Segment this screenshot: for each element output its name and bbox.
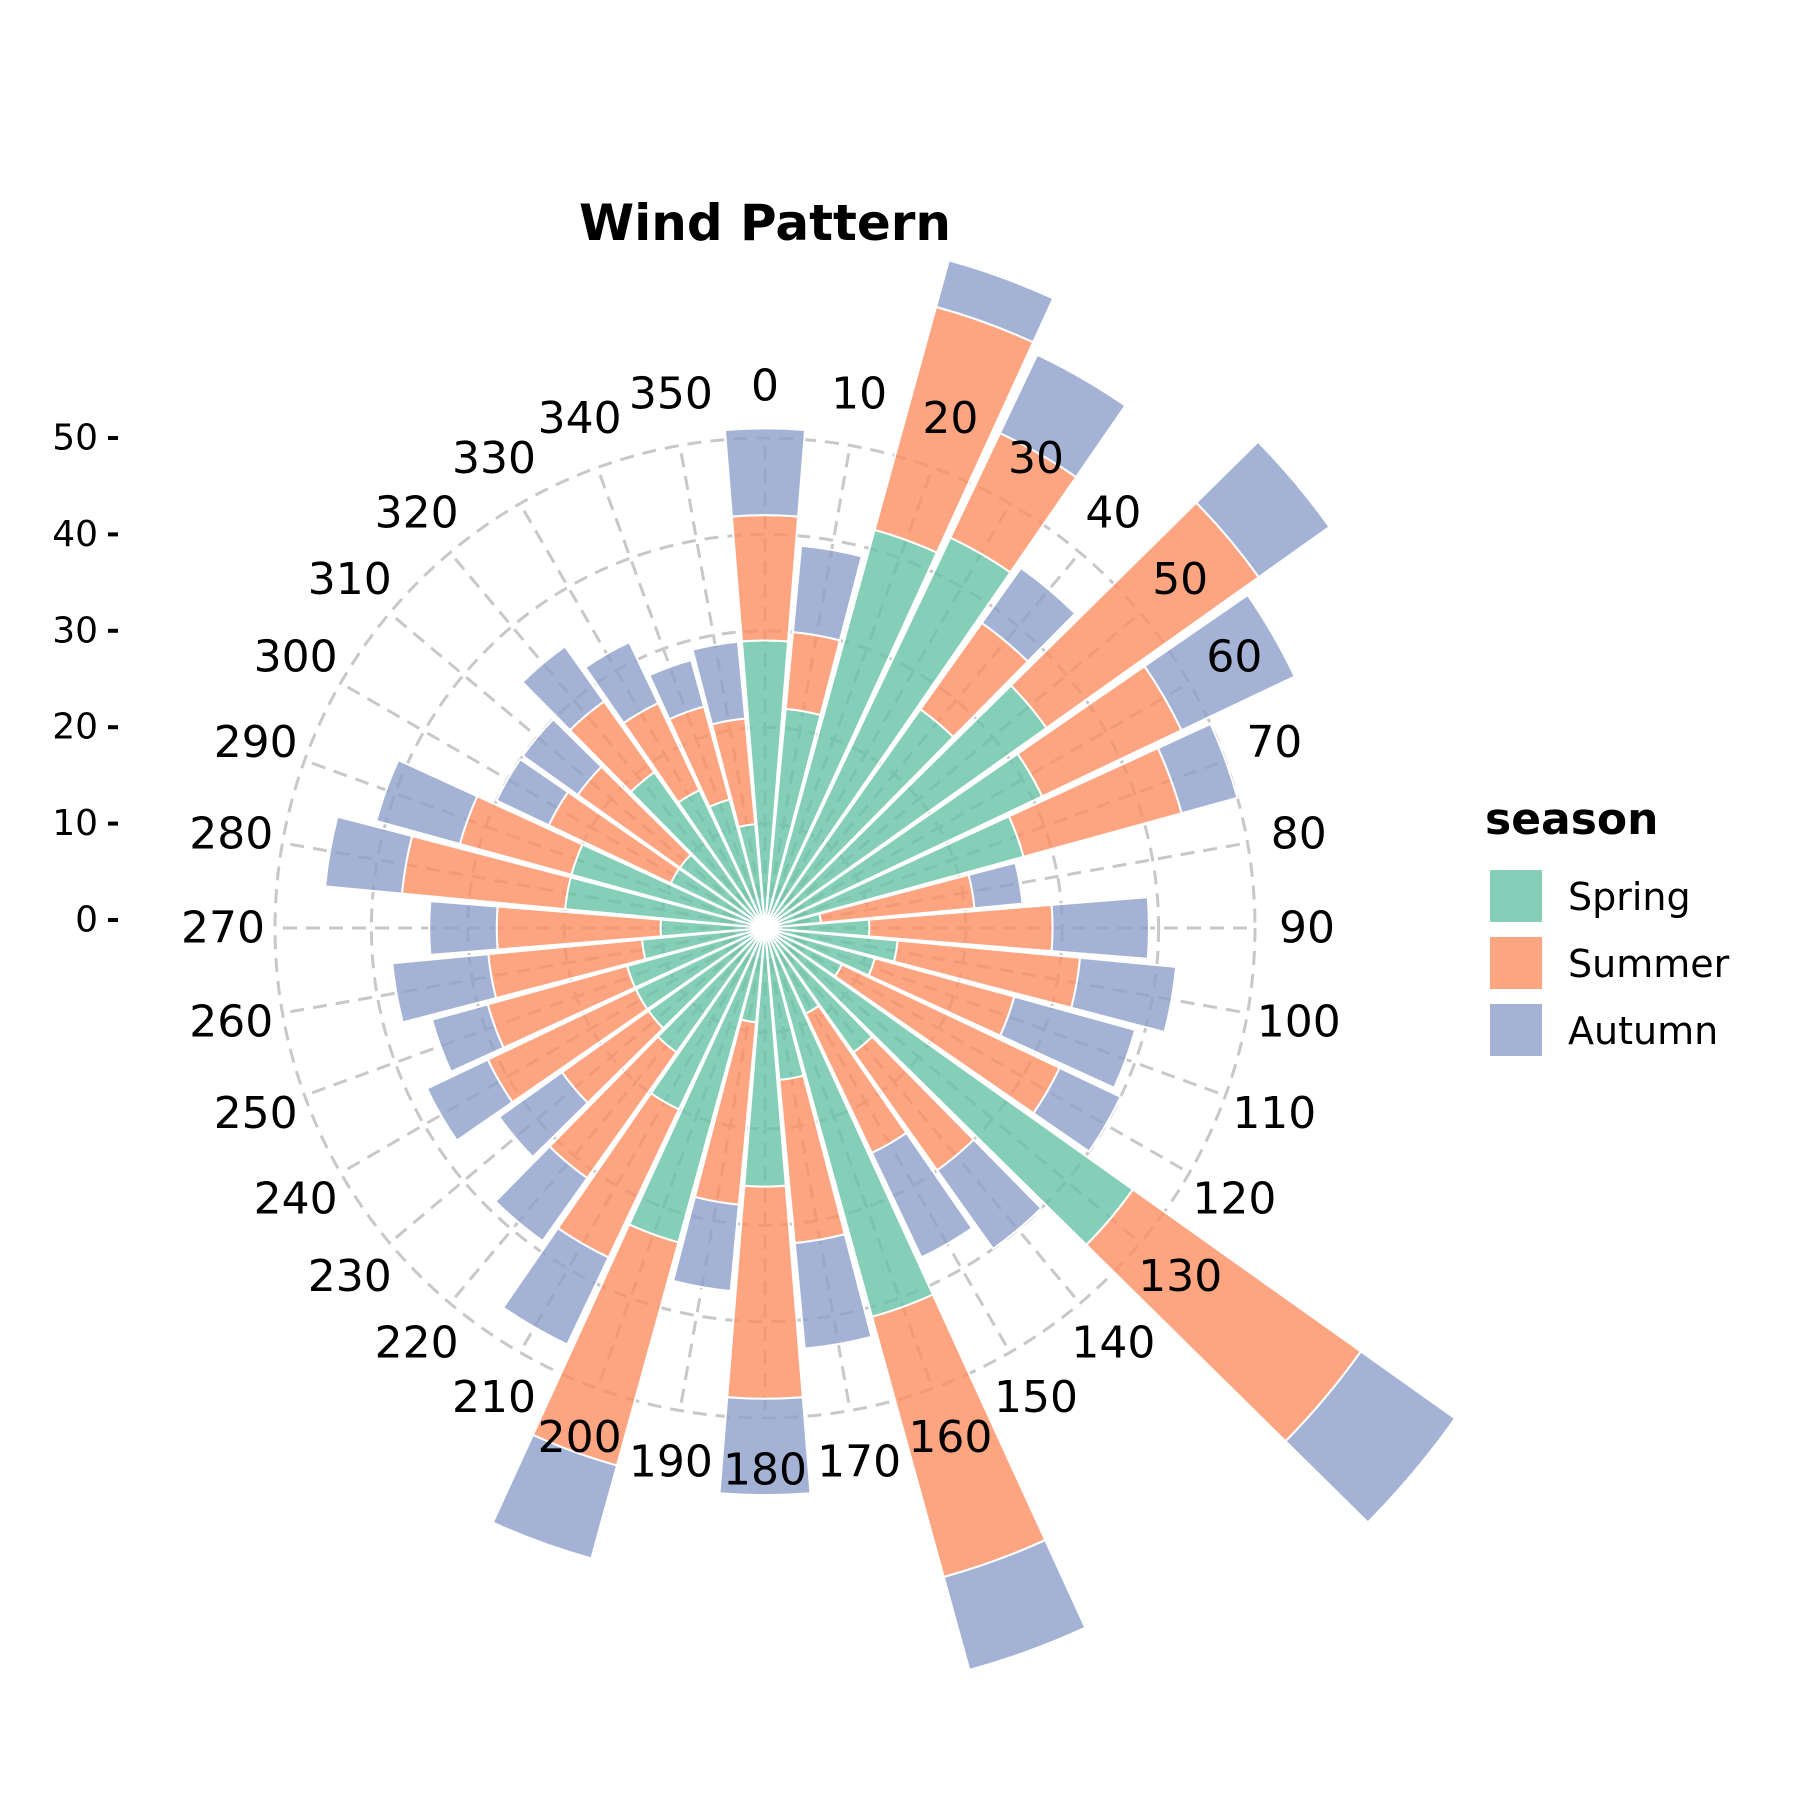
bar-autumn-190	[671, 1195, 740, 1293]
legend-swatch-autumn	[1490, 1004, 1542, 1056]
bar-autumn-310	[521, 717, 603, 797]
bar-autumn-350	[691, 640, 747, 726]
bar-autumn-110	[998, 995, 1137, 1090]
grid-circle	[369, 532, 1161, 1324]
direction-tick-label: 90	[1279, 903, 1335, 954]
bar-autumn-340	[647, 658, 706, 721]
radial-tick-label: 40	[52, 514, 98, 555]
bar-autumn-170	[793, 1233, 873, 1350]
bar-autumn-60	[1143, 593, 1297, 732]
direction-tick-label: 20	[922, 393, 978, 444]
direction-tick-label: 330	[452, 433, 536, 484]
radial-tick-label: 50	[52, 418, 98, 459]
direction-tick-label: 240	[254, 1174, 338, 1225]
bar-autumn-10	[791, 544, 864, 642]
bar-autumn-0	[723, 427, 807, 518]
direction-tick-label: 290	[214, 717, 298, 768]
direction-tick-label: 160	[908, 1412, 992, 1463]
bar-autumn-120	[1032, 1066, 1122, 1153]
bar-autumn-50	[1194, 440, 1331, 579]
direction-tick-label: 340	[538, 393, 622, 444]
direction-tick-label: 0	[751, 361, 779, 412]
radial-tick-label: 30	[52, 610, 98, 651]
direction-tick-label: 180	[723, 1445, 807, 1496]
bar-autumn-240	[425, 1058, 514, 1142]
bar-autumn-140	[935, 1138, 1043, 1251]
direction-tick-label: 280	[189, 808, 273, 859]
direction-tick-label: 300	[254, 632, 338, 683]
direction-tick-label: 220	[375, 1318, 459, 1369]
direction-tick-label: 310	[308, 554, 392, 605]
legend-swatch-spring	[1490, 870, 1542, 922]
direction-tick-label: 80	[1271, 808, 1327, 859]
chart-title: Wind Pattern	[579, 194, 951, 252]
bar-autumn-180	[718, 1396, 812, 1497]
bar-autumn-100	[1070, 956, 1178, 1034]
direction-tick-label: 320	[375, 487, 459, 538]
bar-autumn-200	[491, 1433, 619, 1560]
radial-axis: 0 10 20 30 40 50	[52, 418, 118, 941]
legend-label-summer: Summer	[1568, 942, 1730, 986]
bar-autumn-230	[497, 1070, 590, 1159]
radial-tick-label: 0	[75, 900, 98, 941]
direction-tick-label: 260	[189, 997, 273, 1048]
legend-title: season	[1485, 794, 1658, 845]
radial-tick-label: 20	[52, 707, 98, 748]
legend-label-autumn: Autumn	[1568, 1009, 1718, 1053]
radial-tick-label: 10	[52, 803, 98, 844]
direction-tick-label: 250	[214, 1088, 298, 1139]
direction-tick-label: 170	[817, 1436, 901, 1487]
direction-tick-label: 70	[1246, 717, 1302, 768]
wind-bars	[324, 259, 1457, 1672]
bar-autumn-290	[375, 758, 479, 846]
direction-tick-label: 120	[1192, 1174, 1276, 1225]
bar-autumn-320	[521, 645, 606, 732]
bar-autumn-30	[998, 353, 1127, 479]
direction-tick-label: 270	[181, 903, 265, 954]
direction-tick-label: 10	[831, 369, 887, 420]
bar-autumn-250	[430, 1003, 505, 1074]
direction-tick-label: 150	[994, 1372, 1078, 1423]
direction-tick-label: 130	[1138, 1251, 1222, 1302]
bar-autumn-20	[934, 259, 1055, 344]
bar-autumn-300	[495, 757, 570, 827]
bar-autumn-70	[1156, 722, 1239, 815]
direction-tick-label: 30	[1008, 433, 1064, 484]
bar-autumn-80	[967, 861, 1024, 910]
direction-tick-label: 350	[629, 369, 713, 420]
direction-tick-label: 100	[1257, 997, 1341, 1048]
direction-tick-label: 50	[1152, 554, 1208, 605]
direction-tick-label: 190	[629, 1436, 713, 1487]
bar-summer-0	[730, 514, 800, 643]
direction-tick-label: 110	[1232, 1088, 1316, 1139]
bar-autumn-330	[583, 640, 660, 725]
bar-autumn-150	[870, 1131, 974, 1259]
direction-tick-label: 230	[308, 1251, 392, 1302]
direction-tick-label: 40	[1085, 487, 1141, 538]
bar-autumn-280	[324, 815, 414, 895]
bar-autumn-160	[942, 1538, 1087, 1672]
direction-tick-label: 200	[538, 1412, 622, 1463]
direction-tick-label: 140	[1071, 1318, 1155, 1369]
legend-swatch-summer	[1490, 937, 1542, 989]
bar-autumn-260	[391, 953, 498, 1024]
bar-autumn-40	[980, 566, 1077, 663]
legend-label-spring: Spring	[1568, 875, 1691, 919]
direction-tick-label: 60	[1206, 632, 1262, 683]
legend: season Spring Summer Autumn	[1485, 794, 1730, 1056]
direction-tick-label: 210	[452, 1372, 536, 1423]
bar-autumn-130	[1284, 1350, 1457, 1524]
bar-autumn-210	[501, 1226, 610, 1346]
bar-autumn-270	[428, 899, 499, 957]
bar-autumn-90	[1050, 896, 1150, 960]
bar-autumn-220	[493, 1145, 589, 1243]
